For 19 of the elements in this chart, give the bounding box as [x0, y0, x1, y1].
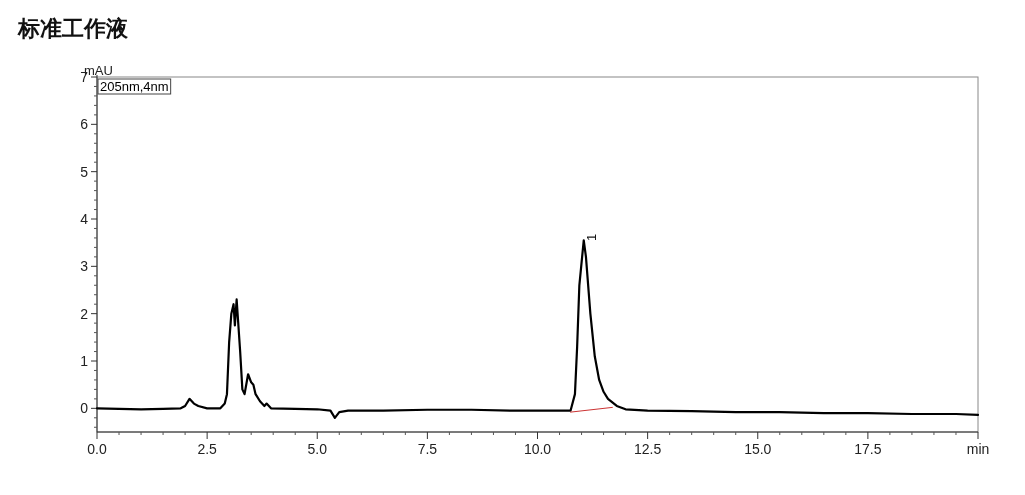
x-tick-label: 5.0 [307, 441, 328, 457]
annotation: 1 [583, 233, 599, 241]
y-tick-label: 3 [80, 258, 89, 275]
x-tick-label: min [966, 441, 990, 457]
x-tick-label: 7.5 [417, 441, 438, 457]
y-tick-label: 6 [80, 116, 89, 133]
x-tick-label: 17.5 [854, 441, 882, 457]
x-tick-label: 12.5 [634, 441, 662, 457]
y-tick-label: 5 [80, 163, 89, 180]
y-tick-label: 2 [80, 305, 89, 322]
y-tick-label: 4 [80, 211, 89, 227]
x-tick-label: 2.5 [197, 441, 218, 457]
y-tick-label: 0 [80, 400, 89, 417]
x-tick-label: 0.0 [87, 441, 107, 457]
chart-title: 标准工作液 [17, 16, 129, 41]
x-tick-label: 15.0 [744, 441, 772, 457]
x-tick-label: 10.0 [523, 441, 552, 457]
y-tick-label: 1 [80, 353, 89, 369]
text: 205nm,4nm [100, 79, 169, 94]
